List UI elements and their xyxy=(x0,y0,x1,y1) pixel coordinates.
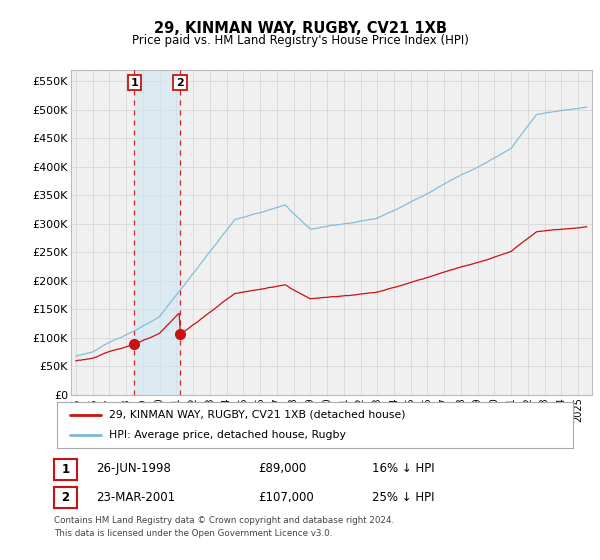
Text: 25% ↓ HPI: 25% ↓ HPI xyxy=(372,491,434,504)
Text: 1: 1 xyxy=(61,463,70,476)
Text: 26-JUN-1998: 26-JUN-1998 xyxy=(96,462,171,475)
Text: 2: 2 xyxy=(61,491,70,505)
Text: 1: 1 xyxy=(130,77,138,87)
Text: 16% ↓ HPI: 16% ↓ HPI xyxy=(372,462,434,475)
Text: 29, KINMAN WAY, RUGBY, CV21 1XB (detached house): 29, KINMAN WAY, RUGBY, CV21 1XB (detache… xyxy=(109,410,405,420)
Text: £107,000: £107,000 xyxy=(258,491,314,504)
Text: HPI: Average price, detached house, Rugby: HPI: Average price, detached house, Rugb… xyxy=(109,430,346,440)
Text: This data is licensed under the Open Government Licence v3.0.: This data is licensed under the Open Gov… xyxy=(54,529,332,538)
Text: 2: 2 xyxy=(176,77,184,87)
Text: Contains HM Land Registry data © Crown copyright and database right 2024.: Contains HM Land Registry data © Crown c… xyxy=(54,516,394,525)
Bar xyxy=(134,70,180,395)
Text: Price paid vs. HM Land Registry's House Price Index (HPI): Price paid vs. HM Land Registry's House … xyxy=(131,34,469,46)
Text: £89,000: £89,000 xyxy=(258,462,306,475)
Text: 23-MAR-2001: 23-MAR-2001 xyxy=(96,491,175,504)
Text: 29, KINMAN WAY, RUGBY, CV21 1XB: 29, KINMAN WAY, RUGBY, CV21 1XB xyxy=(154,21,446,36)
